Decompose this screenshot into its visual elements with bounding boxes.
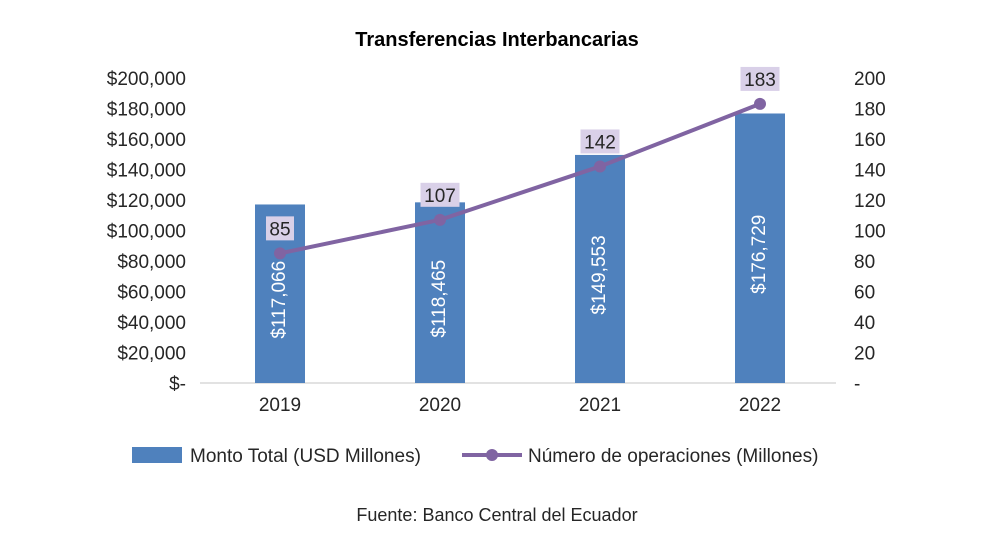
line-value-label: 142 [584, 132, 616, 153]
source-note: Fuente: Banco Central del Ecuador [356, 505, 637, 525]
y-tick-label-left: $40,000 [117, 313, 186, 334]
y-tick-label-right: 180 [854, 100, 886, 121]
x-tick-label: 2022 [739, 395, 781, 416]
y-tick-label-left: $- [169, 374, 186, 395]
line-value-label: 183 [744, 70, 776, 91]
line-value-label: 107 [424, 186, 456, 207]
line-path [279, 102, 761, 256]
bar [575, 154, 625, 383]
legend-label-bar: Monto Total (USD Millones) [190, 446, 421, 467]
y-tick-label-left: $200,000 [107, 69, 186, 90]
y-tick-label-left: $160,000 [107, 130, 186, 151]
line-label-background [266, 216, 294, 241]
line-series: 85 107 142 183 [266, 66, 780, 260]
y-tick-label-right: 60 [854, 283, 875, 304]
y-tick-label-right: 80 [854, 252, 875, 273]
line-value-label: 85 [269, 219, 290, 240]
line-label-background [420, 182, 460, 207]
bar-value-label: $176,729 [749, 215, 770, 294]
legend: Monto Total (USD Millones) Número de ope… [132, 446, 818, 467]
x-axis: 2019 2020 2021 2022 [259, 395, 781, 416]
y-tick-label-right: 200 [854, 69, 886, 90]
right-y-axis: - 20 40 60 80 100 120 140 160 180 200 [854, 69, 886, 395]
y-tick-label-left: $120,000 [107, 191, 186, 212]
y-tick-label-right: 100 [854, 222, 886, 243]
line-marker [274, 247, 286, 260]
bar-value-label: $117,066 [269, 261, 290, 339]
y-tick-label-right: 160 [854, 130, 886, 151]
y-tick-label-right: - [854, 374, 860, 395]
bar-value-label: $149,553 [589, 235, 610, 314]
line-marker [594, 160, 606, 173]
y-tick-label-left: $60,000 [117, 283, 186, 304]
x-tick-label: 2020 [419, 395, 461, 416]
y-tick-label-right: 140 [854, 161, 886, 182]
legend-swatch-marker [486, 449, 498, 461]
x-tick-label: 2019 [259, 395, 301, 416]
y-tick-label-right: 20 [854, 344, 875, 365]
y-tick-label-left: $140,000 [107, 161, 186, 182]
bar [735, 113, 785, 383]
bar-series: $117,066 $118,465 $149,553 $176,729 [255, 113, 785, 383]
line-marker [434, 213, 446, 226]
left-y-axis: $- $20,000 $40,000 $60,000 $80,000 $100,000 $1… [107, 69, 186, 395]
line-label-background [740, 66, 780, 91]
legend-swatch-bar [132, 447, 182, 463]
line-marker [754, 97, 766, 110]
bar [415, 202, 465, 383]
bar-value-label: $118,465 [429, 260, 450, 338]
y-tick-label-left: $100,000 [107, 222, 186, 243]
line-label-background [580, 129, 620, 154]
y-tick-label-left: $20,000 [117, 344, 186, 365]
x-tick-label: 2021 [579, 395, 621, 416]
y-tick-label-left: $180,000 [107, 100, 186, 121]
chart-title: Transferencias Interbancarias [355, 29, 638, 51]
y-tick-label-left: $80,000 [117, 252, 186, 273]
y-tick-label-right: 120 [854, 191, 886, 212]
y-tick-label-right: 40 [854, 313, 875, 334]
legend-label-line: Número de operaciones (Millones) [528, 446, 818, 467]
